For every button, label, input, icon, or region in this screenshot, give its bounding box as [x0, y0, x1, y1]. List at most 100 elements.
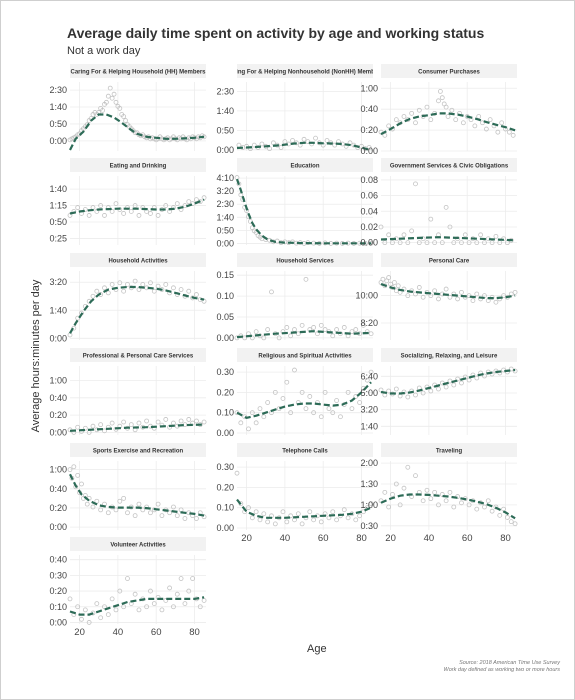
data-point	[86, 620, 92, 625]
data-point	[249, 410, 255, 416]
data-point	[364, 377, 370, 383]
data-point	[322, 327, 328, 332]
data-point	[470, 298, 476, 303]
data-point	[278, 145, 284, 150]
trend-line	[380, 112, 516, 136]
data-point	[334, 327, 340, 332]
data-point	[303, 406, 309, 412]
data-point	[428, 117, 434, 123]
data-point	[121, 419, 127, 425]
data-point	[449, 107, 455, 113]
data-point	[382, 489, 388, 495]
data-point	[447, 224, 453, 230]
y-tick-label: 1:40	[49, 184, 67, 194]
data-point	[105, 612, 111, 617]
caption-source: Source: 2018 American Time Use Survey	[459, 660, 560, 666]
data-point	[443, 204, 449, 210]
data-point	[311, 517, 317, 523]
data-point	[190, 576, 195, 581]
data-point	[288, 410, 294, 416]
panel-strip	[70, 443, 206, 457]
data-point	[436, 296, 441, 302]
data-point	[311, 410, 317, 416]
y-tick-label: 0.00	[216, 333, 234, 343]
y-tick-label: 0:50	[49, 119, 67, 129]
data-point	[489, 508, 495, 514]
data-point	[84, 501, 90, 507]
data-point	[163, 282, 169, 287]
data-point	[405, 394, 411, 400]
y-tick-label: 1:00	[360, 500, 378, 510]
panel-education: Education 0:00 0:50 1:40 2:30 3:20 4:10	[216, 158, 374, 248]
y-tick-label: 2:00	[360, 458, 378, 468]
data-point	[397, 120, 403, 126]
data-point	[368, 369, 374, 375]
data-point	[107, 85, 113, 91]
chart-title: Average daily time spent on activity by …	[67, 25, 485, 41]
data-point	[512, 521, 518, 527]
data-point	[280, 396, 286, 401]
data-point	[288, 513, 294, 519]
x-tick-label: 80	[189, 627, 200, 638]
panel-title: Sports Exercise and Recreation	[93, 449, 184, 455]
data-point	[132, 591, 138, 597]
data-point	[292, 327, 297, 332]
data-point	[132, 278, 138, 284]
data-point	[75, 604, 81, 610]
data-point	[401, 232, 407, 238]
data-point	[432, 110, 438, 116]
data-point	[102, 213, 107, 218]
data-point	[482, 504, 487, 510]
data-point	[292, 517, 297, 523]
data-point	[497, 512, 503, 518]
data-point	[368, 501, 374, 507]
data-point	[234, 175, 240, 180]
data-point	[451, 382, 457, 388]
data-point	[246, 505, 251, 511]
data-point	[318, 322, 324, 328]
data-point	[318, 414, 324, 420]
data-point	[510, 132, 516, 138]
data-point	[253, 329, 259, 335]
data-point	[451, 240, 457, 246]
data-point	[495, 129, 501, 135]
data-point	[345, 389, 351, 395]
data-point	[338, 414, 343, 420]
data-point	[482, 373, 487, 379]
y-tick-label: 0:50	[216, 225, 234, 235]
panel-personal-care: Personal Care 8:20 10:00	[355, 253, 518, 340]
data-point	[455, 296, 461, 302]
data-point	[117, 280, 123, 286]
data-point	[451, 504, 457, 510]
x-tick-label: 20	[385, 533, 396, 544]
data-point	[466, 377, 472, 383]
panel-strip	[237, 443, 373, 457]
data-point	[288, 333, 294, 339]
data-point	[272, 521, 278, 527]
data-point	[128, 209, 134, 214]
data-point	[171, 504, 176, 510]
data-point	[508, 519, 514, 525]
data-point	[94, 601, 100, 607]
data-point	[334, 517, 340, 523]
data-point	[174, 201, 180, 207]
data-point	[447, 489, 453, 495]
data-point	[159, 513, 165, 519]
data-point	[155, 213, 161, 218]
x-tick-label: 40	[424, 533, 435, 544]
y-tick-label: 0.20	[216, 482, 234, 492]
data-point	[303, 276, 309, 282]
data-point	[136, 213, 142, 218]
panel-strip	[381, 64, 517, 78]
trend-line	[236, 141, 372, 152]
y-tick-label: 0:50	[216, 125, 234, 135]
data-point	[125, 576, 130, 581]
data-point	[113, 507, 119, 513]
data-point	[428, 496, 434, 502]
data-point	[443, 286, 449, 292]
data-point	[313, 135, 318, 141]
data-point	[82, 425, 88, 431]
data-point	[148, 280, 153, 286]
data-point	[105, 290, 111, 296]
data-point	[459, 240, 464, 246]
